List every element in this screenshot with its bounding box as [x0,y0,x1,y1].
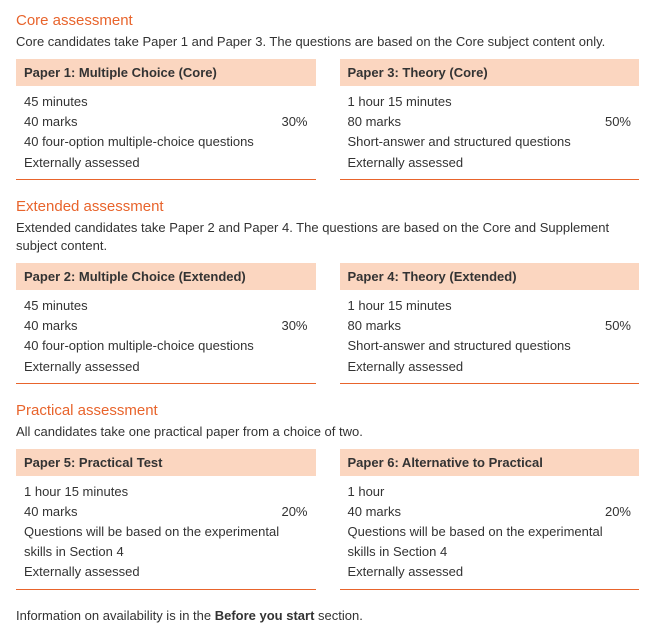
paper-assessed: Externally assessed [24,153,308,173]
paper-box: Paper 6: Alternative to Practical 1 hour… [340,449,640,590]
section-core: Core assessment Core candidates take Pap… [16,12,639,180]
paper-body: 1 hour 15 minutes 80 marks 50% Short-ans… [340,92,640,173]
paper-duration: 1 hour [348,482,632,502]
paper-body: 45 minutes 40 marks 30% 40 four-option m… [16,296,316,377]
paper-detail: Short-answer and structured questions [348,336,632,356]
section-desc: Core candidates take Paper 1 and Paper 3… [16,33,639,51]
paper-duration: 45 minutes [24,296,308,316]
footer-prefix: Information on availability is in the [16,608,215,623]
paper-body: 1 hour 15 minutes 40 marks 20% Questions… [16,482,316,583]
section-desc: Extended candidates take Paper 2 and Pap… [16,219,639,255]
paper-detail: 40 four-option multiple-choice questions [24,336,308,356]
paper-row: Paper 2: Multiple Choice (Extended) 45 m… [16,263,639,384]
paper-assessed: Externally assessed [24,562,308,582]
paper-marks: 40 marks [348,502,401,522]
paper-duration: 1 hour 15 minutes [348,92,632,112]
paper-body: 45 minutes 40 marks 30% 40 four-option m… [16,92,316,173]
paper-assessed: Externally assessed [348,357,632,377]
paper-header: Paper 3: Theory (Core) [340,59,640,86]
paper-header: Paper 4: Theory (Extended) [340,263,640,290]
paper-assessed: Externally assessed [348,562,632,582]
paper-assessed: Externally assessed [348,153,632,173]
paper-duration: 1 hour 15 minutes [348,296,632,316]
section-title: Core assessment [16,12,639,29]
paper-box: Paper 1: Multiple Choice (Core) 45 minut… [16,59,316,180]
paper-detail: Questions will be based on the experimen… [24,522,308,562]
paper-header: Paper 5: Practical Test [16,449,316,476]
paper-marks: 40 marks [24,316,77,336]
section-title: Practical assessment [16,402,639,419]
paper-marks: 40 marks [24,502,77,522]
paper-duration: 45 minutes [24,92,308,112]
paper-assessed: Externally assessed [24,357,308,377]
paper-box: Paper 5: Practical Test 1 hour 15 minute… [16,449,316,590]
paper-body: 1 hour 15 minutes 80 marks 50% Short-ans… [340,296,640,377]
section-extended: Extended assessment Extended candidates … [16,198,639,384]
footer-suffix: section. [314,608,362,623]
paper-header: Paper 6: Alternative to Practical [340,449,640,476]
paper-box: Paper 4: Theory (Extended) 1 hour 15 min… [340,263,640,384]
paper-pct: 20% [281,502,307,522]
paper-header: Paper 1: Multiple Choice (Core) [16,59,316,86]
paper-body: 1 hour 40 marks 20% Questions will be ba… [340,482,640,583]
paper-duration: 1 hour 15 minutes [24,482,308,502]
paper-pct: 20% [605,502,631,522]
paper-marks: 40 marks [24,112,77,132]
section-practical: Practical assessment All candidates take… [16,402,639,590]
footer-note: Information on availability is in the Be… [16,608,639,623]
paper-row: Paper 5: Practical Test 1 hour 15 minute… [16,449,639,590]
paper-pct: 50% [605,316,631,336]
paper-detail: 40 four-option multiple-choice questions [24,132,308,152]
paper-pct: 30% [281,112,307,132]
paper-box: Paper 3: Theory (Core) 1 hour 15 minutes… [340,59,640,180]
paper-box: Paper 2: Multiple Choice (Extended) 45 m… [16,263,316,384]
paper-marks: 80 marks [348,112,401,132]
section-title: Extended assessment [16,198,639,215]
section-desc: All candidates take one practical paper … [16,423,639,441]
paper-marks: 80 marks [348,316,401,336]
paper-detail: Short-answer and structured questions [348,132,632,152]
paper-detail: Questions will be based on the experimen… [348,522,632,562]
paper-pct: 50% [605,112,631,132]
paper-pct: 30% [281,316,307,336]
paper-header: Paper 2: Multiple Choice (Extended) [16,263,316,290]
paper-row: Paper 1: Multiple Choice (Core) 45 minut… [16,59,639,180]
footer-bold: Before you start [215,608,315,623]
